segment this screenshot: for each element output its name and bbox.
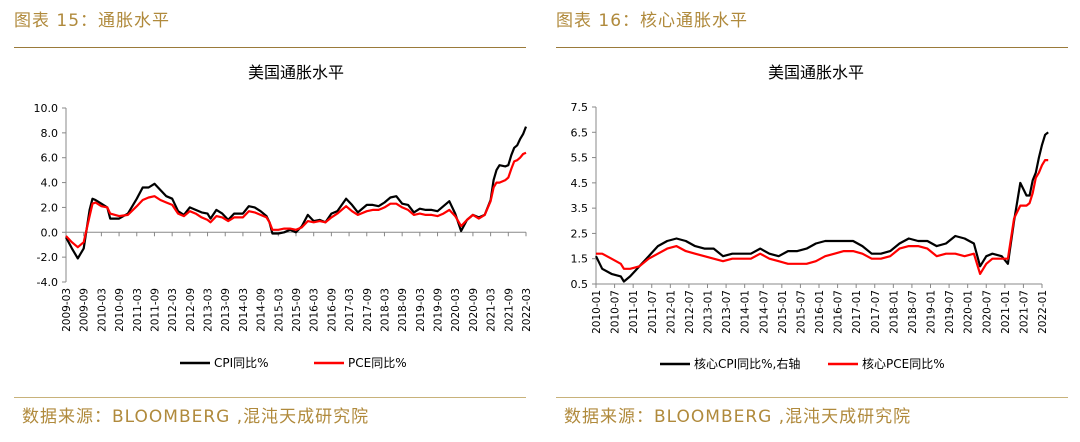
- x-tick-label: 2018-01: [888, 290, 900, 334]
- x-tick-label: 2021-07: [1018, 290, 1030, 334]
- x-tick-label: 2010-07: [610, 290, 622, 334]
- y-tick-label: -2.0: [37, 251, 58, 264]
- x-tick-label: 2016-03: [309, 288, 321, 332]
- series-line-red: [596, 159, 1049, 275]
- x-tick-label: 2010-03: [96, 288, 108, 332]
- x-tick-label: 2012-01: [665, 290, 677, 334]
- x-tick-label: 2021-09: [503, 288, 515, 332]
- x-tick-label: 2009-03: [61, 288, 73, 332]
- y-tick-label: 2.5: [571, 227, 589, 240]
- y-tick-label: 7.5: [571, 101, 589, 114]
- x-tick-label: 2014-09: [256, 288, 268, 332]
- x-tick-label: 2015-03: [273, 288, 285, 332]
- x-tick-label: 2018-07: [907, 290, 919, 334]
- title-rule-right: [556, 47, 1068, 48]
- x-tick-label: 2020-09: [468, 288, 480, 332]
- y-tick-label: 6.5: [571, 126, 589, 139]
- y-tick-label: 2.0: [41, 201, 59, 214]
- x-tick-label: 2012-09: [185, 288, 197, 332]
- x-tick-label: 2012-03: [167, 288, 179, 332]
- x-tick-label: 2016-09: [326, 288, 338, 332]
- x-tick-label: 2019-03: [415, 288, 427, 332]
- x-tick-label: 2015-01: [777, 290, 789, 334]
- x-tick-label: 2021-03: [486, 288, 498, 332]
- figure-title-right: 图表 16：核心通胀水平: [556, 11, 749, 31]
- x-tick-label: 2020-07: [981, 290, 993, 334]
- x-tick-label: 2011-03: [132, 288, 144, 332]
- x-tick-label: 2017-03: [344, 288, 356, 332]
- x-tick-label: 2019-01: [926, 290, 938, 334]
- x-tick-label: 2016-07: [833, 290, 845, 334]
- x-tick-label: 2011-09: [149, 288, 161, 332]
- x-tick-label: 2013-01: [703, 290, 715, 334]
- y-tick-label: 6.0: [41, 152, 59, 165]
- x-tick-label: 2013-07: [721, 290, 733, 334]
- y-tick-label: 0.5: [571, 278, 589, 291]
- y-tick-label: 4.5: [571, 177, 589, 190]
- x-tick-label: 2013-09: [220, 288, 232, 332]
- x-tick-label: 2016-01: [814, 290, 826, 334]
- chart-title: 美国通胀水平: [768, 63, 864, 82]
- chart-cpi-pce: 美国通胀水平 10.0 8.0 6.0 4.0 2.0 0.0 -2.0 -4.02009-03…: [34, 63, 534, 370]
- x-tick-label: 2014-01: [740, 290, 752, 334]
- x-tick-label: 2019-07: [944, 290, 956, 334]
- y-tick-label: 5.5: [571, 152, 589, 165]
- y-tick-label: -4.0: [37, 276, 58, 289]
- x-tick-label: 2015-09: [291, 288, 303, 332]
- x-tick-label: 2019-09: [433, 288, 445, 332]
- x-tick-label: 2017-09: [362, 288, 374, 332]
- x-tick-label: 2020-03: [450, 288, 462, 332]
- x-tick-label: 2012-07: [684, 290, 696, 334]
- x-tick-label: 2022-03: [521, 288, 533, 332]
- x-tick-label: 2010-09: [114, 288, 126, 332]
- y-tick-label: 4.0: [41, 177, 59, 190]
- legend-label: 核心CPI同比%,右轴: [694, 356, 800, 371]
- source-right: 数据来源：BLOOMBERG ,混沌天成研究院: [564, 407, 912, 427]
- x-tick-label: 2018-03: [379, 288, 391, 332]
- series-line-red: [65, 151, 527, 249]
- y-tick-label: 1.5: [571, 253, 589, 266]
- y-tick-label: 0.0: [41, 226, 59, 239]
- x-tick-label: 2015-07: [795, 290, 807, 334]
- x-tick-label: 2021-01: [1000, 290, 1012, 334]
- x-tick-label: 2020-01: [963, 290, 975, 334]
- legend-label: 核心PCE同比%: [862, 357, 945, 371]
- source-rule-left: [14, 397, 526, 398]
- x-tick-label: 2009-09: [79, 288, 91, 332]
- y-tick-label: 10.0: [34, 102, 59, 115]
- figure-title-left: 图表 15：通胀水平: [14, 11, 171, 31]
- source-rule-right: [556, 397, 1068, 398]
- source-left: 数据来源：BLOOMBERG ,混沌天成研究院: [22, 407, 370, 427]
- y-tick-label: 8.0: [41, 127, 59, 140]
- x-tick-label: 2014-03: [238, 288, 250, 332]
- x-tick-label: 2022-01: [1037, 290, 1049, 334]
- x-tick-label: 2017-01: [851, 290, 863, 334]
- y-tick-label: 3.5: [571, 202, 589, 215]
- x-tick-label: 2010-01: [591, 290, 603, 334]
- chart-title: 美国通胀水平: [248, 63, 344, 82]
- x-tick-label: 2011-01: [628, 290, 640, 334]
- legend-label: PCE同比%: [348, 356, 407, 370]
- series-line-black: [65, 126, 528, 260]
- x-tick-label: 2011-07: [647, 290, 659, 334]
- x-tick-label: 2018-09: [397, 288, 409, 332]
- x-tick-label: 2014-07: [758, 290, 770, 334]
- legend-label: CPI同比%: [214, 356, 269, 370]
- series-line-black: [595, 131, 1049, 283]
- title-rule-left: [14, 47, 526, 48]
- x-tick-label: 2017-07: [870, 290, 882, 334]
- x-tick-label: 2013-03: [203, 288, 215, 332]
